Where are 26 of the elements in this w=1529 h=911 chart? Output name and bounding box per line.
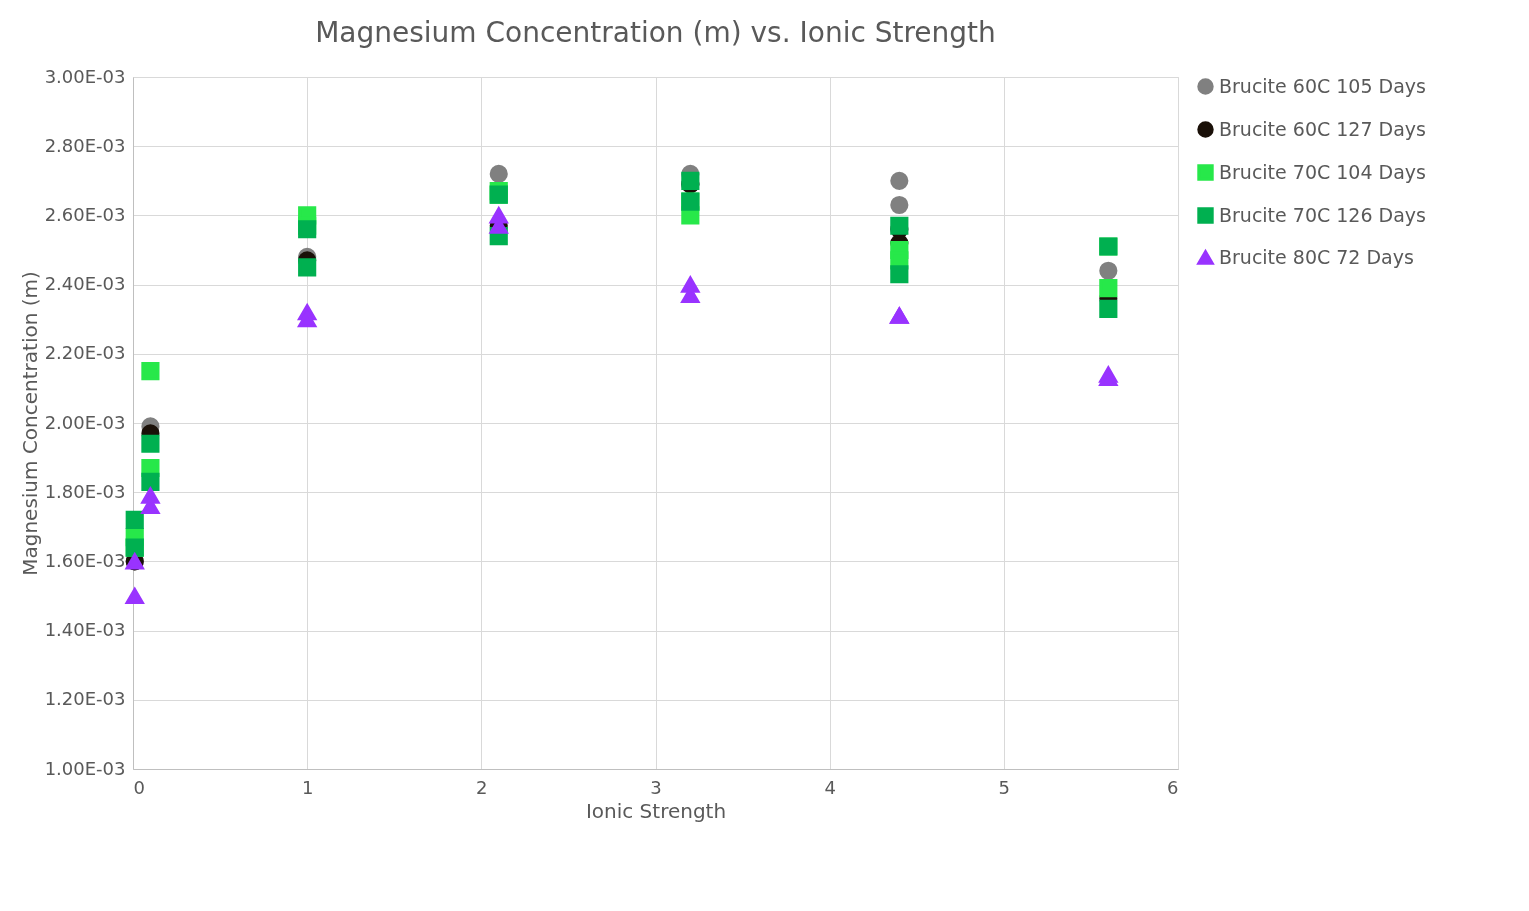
y-tick-label: 3.00E-03 [44, 65, 126, 87]
y-tick-label: 2.00E-03 [44, 411, 126, 433]
x-tick-label: 0 [133, 776, 145, 798]
legend-label: Brucite 70C 104 Days [1219, 160, 1426, 183]
y-tick-label: 1.40E-03 [44, 619, 126, 641]
y-tick-label: 1.20E-03 [44, 688, 126, 710]
y-tick-label: 2.80E-03 [44, 134, 126, 156]
y-tick-label: 1.00E-03 [44, 757, 126, 779]
y-tick-label: 2.20E-03 [44, 342, 126, 364]
legend-label: Brucite 80C 72 Days [1219, 245, 1414, 268]
legend-label: Brucite 60C 105 Days [1219, 74, 1426, 97]
x-tick-label: 6 [1167, 776, 1179, 798]
chart-title: Magnesium Concentration (m) vs. Ionic Strength [315, 16, 996, 49]
x-tick-label: 4 [824, 776, 836, 798]
y-axis-title: Magnesium Concentration (m) [17, 271, 42, 576]
y-tick-label: 1.80E-03 [44, 480, 126, 502]
y-tick-label: 2.60E-03 [44, 203, 126, 225]
x-tick-label: 3 [650, 776, 662, 798]
x-tick-label: 5 [998, 776, 1011, 798]
x-tick-label: 2 [476, 776, 488, 798]
x-axis-title: Ionic Strength [585, 798, 727, 823]
y-tick-label: 1.60E-03 [44, 549, 126, 571]
legend-label: Brucite 70C 126 Days [1219, 203, 1426, 226]
legend-label: Brucite 60C 127 Days [1219, 117, 1426, 140]
x-tick-label: 1 [301, 776, 314, 798]
y-tick-label: 2.40E-03 [44, 273, 126, 295]
